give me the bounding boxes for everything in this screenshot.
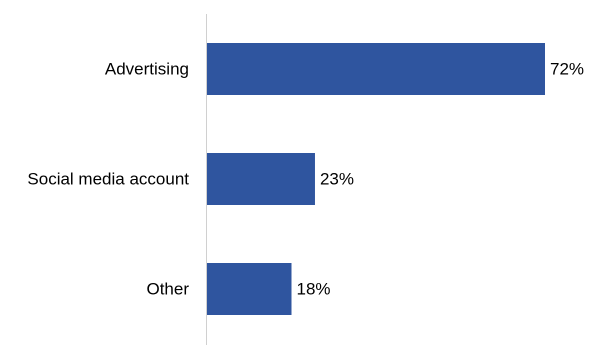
value-label: 23% <box>320 169 354 188</box>
bar <box>207 153 315 205</box>
value-label: 18% <box>297 279 331 298</box>
bar <box>207 43 545 95</box>
category-label: Other <box>146 279 189 298</box>
bar <box>207 263 292 315</box>
category-label: Advertising <box>105 59 189 78</box>
value-label: 72% <box>550 59 584 78</box>
category-label: Social media account <box>27 169 189 188</box>
